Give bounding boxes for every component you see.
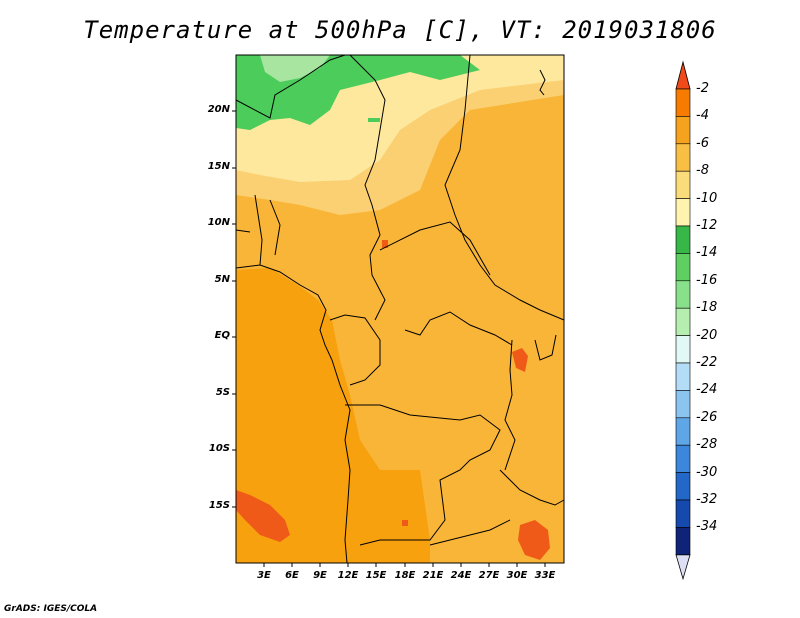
- lat-label-10n: 10N: [207, 217, 230, 228]
- colorbar-label: -18: [696, 300, 718, 316]
- lat-label-15n: 15N: [207, 161, 230, 172]
- colorbar-swatch: [675, 225, 691, 254]
- lon-label-15e: 15E: [365, 570, 387, 581]
- lon-ticks: [263, 563, 546, 567]
- lat-label-5n: 5N: [214, 274, 230, 285]
- lat-label-10s: 10S: [208, 443, 230, 454]
- colorbar-swatch: [675, 390, 691, 419]
- lat-ticks: [232, 110, 236, 508]
- lon-label-21e: 21E: [422, 570, 444, 581]
- colorbar-label: -22: [696, 355, 718, 370]
- colorbar-top-arrow: [675, 60, 691, 90]
- colorbar-label: -14: [696, 245, 718, 261]
- red-patch-sw: [236, 490, 290, 542]
- colorbar-label: -2: [696, 81, 709, 96]
- map-frame: [235, 54, 565, 564]
- colorbar-swatch: [675, 499, 691, 528]
- colorbar-bottom-arrow: [675, 554, 691, 581]
- colorbar-swatch: [675, 253, 691, 282]
- colorbar-label: -6: [696, 135, 709, 151]
- colorbar-swatch: [675, 280, 691, 309]
- colorbar-label: -24: [696, 382, 718, 398]
- lon-label-27e: 27E: [478, 570, 500, 581]
- red-patch-se: [518, 520, 550, 560]
- lat-label-eq: EQ: [214, 330, 230, 341]
- colorbar-label: -4: [696, 108, 709, 124]
- colorbar-swatch: [675, 307, 691, 336]
- colorbar-swatch: [675, 170, 691, 199]
- red-patch-lakes: [512, 348, 528, 372]
- colorbar-swatch: [675, 88, 691, 117]
- colorbar-label: -20: [696, 327, 718, 343]
- colorbar-label: -16: [696, 272, 718, 288]
- lon-label-3e: 3E: [257, 570, 271, 581]
- colorbar-swatch: [675, 143, 691, 172]
- green-patch: [368, 118, 380, 122]
- colorbar-swatch: [675, 417, 691, 446]
- colorbar-label: -30: [696, 464, 718, 480]
- lat-label-5s: 5S: [215, 387, 230, 398]
- lon-label-12e: 12E: [337, 570, 359, 581]
- colorbar-swatch: [675, 444, 691, 473]
- lon-label-30e: 30E: [506, 570, 528, 581]
- red-dot-1: [382, 240, 388, 248]
- lon-label-24e: 24E: [450, 570, 472, 581]
- colorbar-swatch: [675, 198, 691, 227]
- lon-label-18e: 18E: [394, 570, 416, 581]
- colorbar-label: -10: [696, 190, 718, 206]
- colorbar: [675, 60, 691, 581]
- colorbar-label: -28: [696, 437, 718, 453]
- lon-label-9e: 9E: [313, 570, 327, 581]
- colorbar-label: -34: [696, 519, 718, 535]
- lat-label-15s: 15S: [208, 500, 230, 511]
- colorbar-label: -32: [696, 492, 718, 507]
- colorbar-swatch: [675, 116, 691, 145]
- light-green-region: [260, 55, 330, 82]
- red-dot-2: [402, 520, 408, 526]
- colorbar-swatch: [675, 335, 691, 364]
- colorbar-swatch: [675, 472, 691, 501]
- colorbar-label: -26: [696, 409, 718, 425]
- map-title: Temperature at 500hPa [C], VT: 201903180…: [83, 16, 717, 44]
- colorbar-swatch: [675, 527, 691, 556]
- lon-label-33e: 33E: [534, 570, 556, 581]
- credit-text: GrADS: IGES/COLA: [4, 604, 98, 614]
- colorbar-label: -8: [696, 163, 709, 179]
- lon-label-6e: 6E: [285, 570, 299, 581]
- colorbar-label: -12: [696, 218, 718, 233]
- borders: [235, 54, 565, 564]
- lat-label-20n: 20N: [207, 104, 230, 115]
- colorbar-swatch: [675, 362, 691, 391]
